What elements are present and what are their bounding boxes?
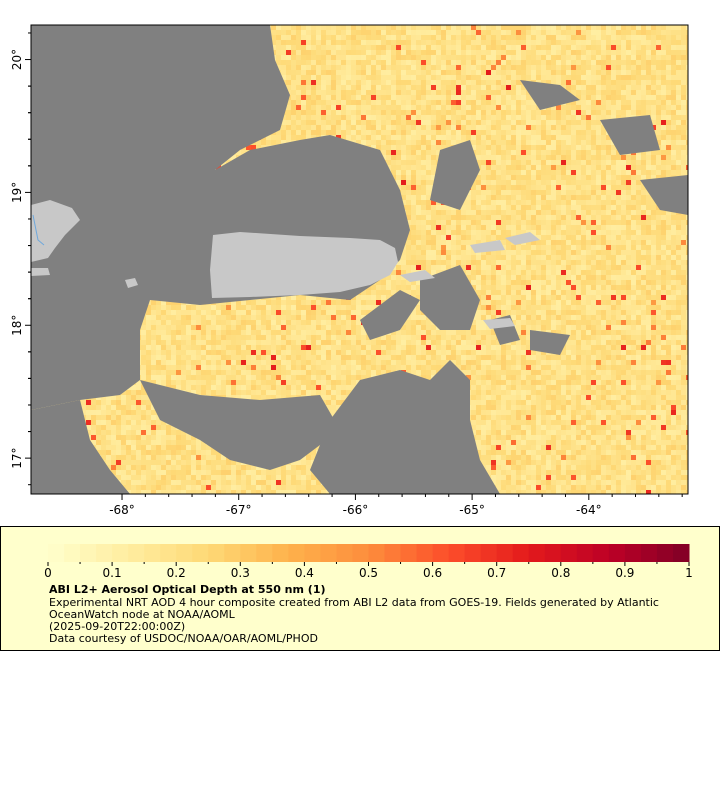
colorbar-step [640,544,658,562]
colorbar-tick-label: 0.7 [487,566,506,580]
colorbar-step [80,544,97,562]
lat-tick-label: 19° [10,182,24,203]
colorbar-step [672,544,690,562]
lon-tick-label: -68° [109,503,135,517]
cloud-mask [31,25,688,494]
lon-tick-label: -67° [226,503,252,517]
puerto-rico [210,232,398,298]
colorbar-step [576,544,594,562]
colorbar: 0 0.1 0.2 0.3 0.4 0.5 0.6 0.7 0.8 0.9 1 [44,544,693,580]
colorbar-step [384,544,402,562]
colorbar-tick-label: 1 [685,566,693,580]
colorbar-step [352,544,369,562]
river [32,214,45,246]
colorbar-step [448,544,466,562]
legend-time: (2025-09-20T22:00:00Z) [49,620,186,633]
lon-tick-label: -65° [459,503,485,517]
map-frame [30,24,689,495]
colorbar-step [304,544,321,562]
colorbar-step [64,544,81,562]
colorbar-step [208,544,225,562]
legend-title: ABI L2+ Aerosol Optical Depth at 550 nm … [49,583,326,596]
colorbar-step [96,544,113,562]
colorbar-step [432,544,450,562]
colorbar-tick-label: 0.8 [551,566,570,580]
legend-credit: Data courtesy of USDOC/NOAA/OAR/AOML/PHO… [49,632,318,645]
colorbar-step [144,544,161,562]
colorbar-tick-label: 0.4 [295,566,314,580]
hispaniola [31,200,80,262]
colorbar-step [192,544,209,562]
lat-tick-label: 17° [10,447,24,468]
colorbar-step [368,544,386,562]
colorbar-step [416,544,434,562]
colorbar-step [512,544,530,562]
colorbar-step [560,544,578,562]
colorbar-step [592,544,610,562]
colorbar-step [48,544,65,562]
colorbar-step [336,544,353,562]
colorbar-step [528,544,546,562]
colorbar-tick-label: 0.3 [231,566,250,580]
colorbar-step [112,544,129,562]
colorbar-step [240,544,257,562]
colorbar-tick-label: 0.5 [359,566,378,580]
colorbar-step [160,544,177,562]
lon-tick-label: -66° [343,503,369,517]
colorbar-tick-label: 0.2 [167,566,186,580]
colorbar-tick-label: 0.9 [615,566,634,580]
colorbar-step [256,544,273,562]
legend: 0 0.1 0.2 0.3 0.4 0.5 0.6 0.7 0.8 0.9 1 ABI L2+ Ae… [0,526,720,651]
colorbar-step [464,544,482,562]
colorbar-tick-label: 0 [44,566,52,580]
lat-tick-label: 20° [10,49,24,70]
colorbar-step [288,544,305,562]
colorbar-step [624,544,642,562]
legend-description: Experimental NRT AOD 4 hour composite cr… [49,596,659,621]
lon-tick-label: -64° [576,503,602,517]
colorbar-step [176,544,193,562]
colorbar-step [224,544,241,562]
aod-map: -68° -67° -66° -65° -64° 20° 19° 18° 17° [10,24,689,517]
colorbar-tick-label: 0.1 [103,566,122,580]
colorbar-step [272,544,289,562]
colorbar-step [128,544,145,562]
colorbar-step [496,544,514,562]
colorbar-step [656,544,674,562]
land [31,200,540,329]
colorbar-tick-label: 0.6 [423,566,442,580]
colorbar-step [320,544,337,562]
colorbar-step [544,544,562,562]
colorbar-step [480,544,498,562]
lat-tick-label: 18° [10,315,24,336]
colorbar-step [400,544,418,562]
colorbar-step [608,544,626,562]
